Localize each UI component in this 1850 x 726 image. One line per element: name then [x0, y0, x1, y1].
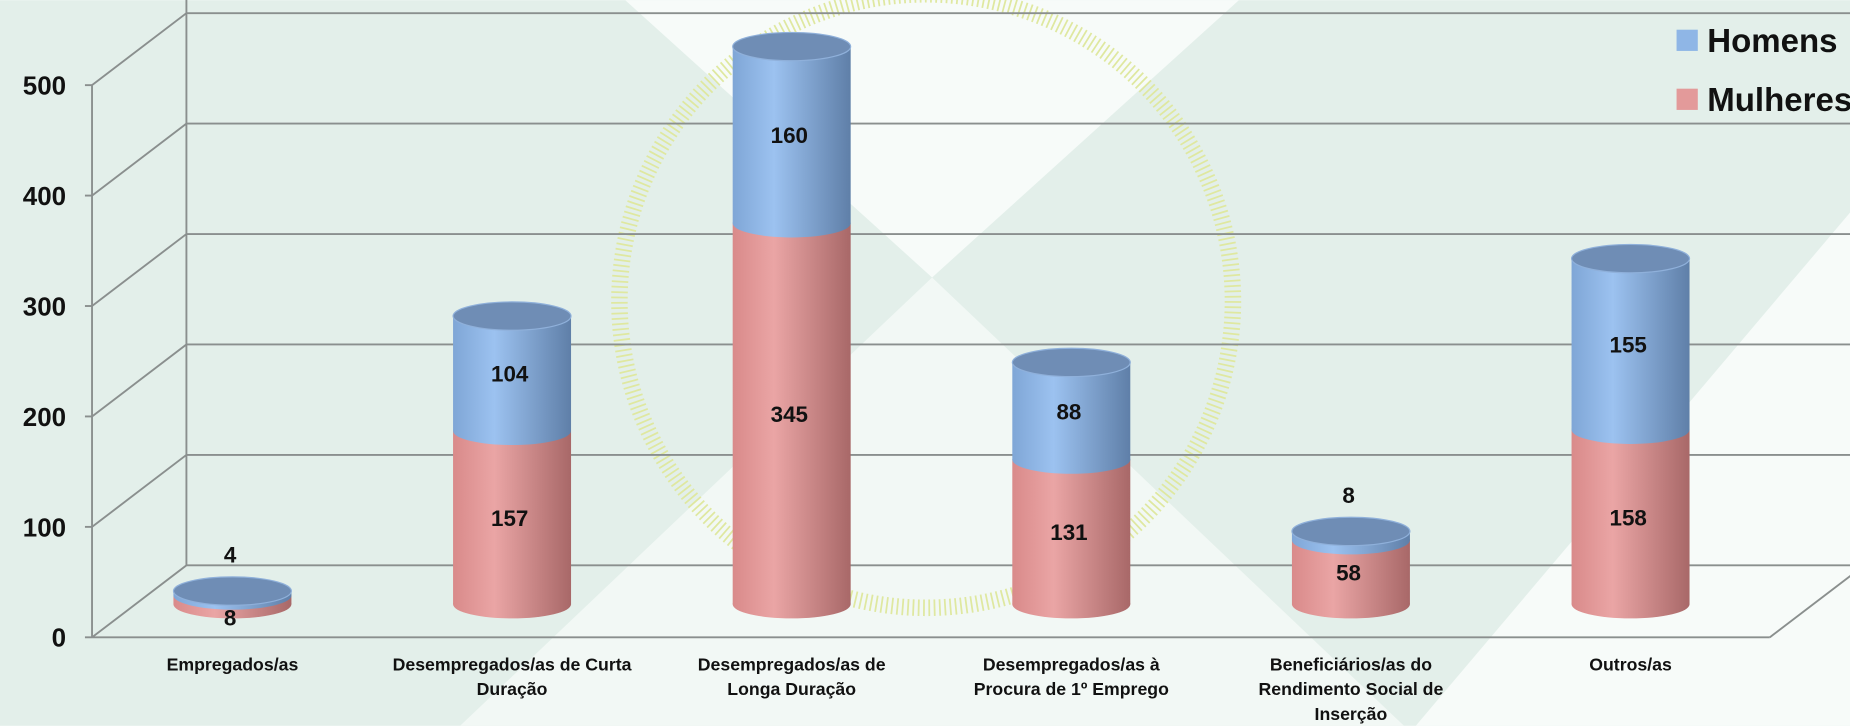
bar-body: [732, 223, 851, 605]
bar-top: [1011, 347, 1131, 378]
legend-swatch: [1676, 29, 1698, 51]
data-label: 131: [1050, 520, 1087, 545]
bar-bottom: [1291, 590, 1410, 619]
grid-line: [91, 12, 1850, 86]
grid-line: [91, 122, 1850, 197]
bar: [1571, 429, 1690, 619]
data-label: 157: [491, 506, 528, 531]
data-label: 88: [1056, 399, 1081, 424]
bar-top: [172, 576, 293, 606]
bar: [1291, 516, 1411, 555]
grid-line: [91, 453, 1850, 528]
bar-body: [1012, 459, 1131, 605]
bar-bottom: [1571, 590, 1690, 619]
bar: [732, 223, 851, 619]
bar-body: [1571, 258, 1690, 430]
legend-label: Homens: [1707, 22, 1837, 59]
bar-bottom: [453, 416, 572, 446]
watermark: [611, 0, 1242, 616]
y-tick-label: 300: [23, 293, 66, 321]
bar-top: [1570, 243, 1691, 274]
data-label: 4: [224, 543, 237, 568]
x-tick-label: Empregados/as: [167, 654, 299, 674]
data-label: 160: [771, 123, 808, 148]
y-tick-label: 500: [23, 73, 66, 101]
data-label: 8: [224, 606, 236, 631]
data-label: 158: [1609, 505, 1646, 530]
y-tick-label: 0: [52, 625, 66, 653]
x-tick-label: Beneficiários/as do Rendimento Social de I…: [1259, 654, 1444, 724]
bar-top: [1291, 516, 1411, 547]
y-tick-label: 100: [23, 514, 66, 542]
x-tick-label: Desempregados/as à Procura de 1º Emprego: [974, 654, 1169, 699]
data-label: 155: [1609, 332, 1646, 357]
bar: [452, 301, 572, 446]
data-label: 8: [1342, 483, 1354, 508]
data-label: 345: [771, 402, 808, 427]
legend-label: Mulheres: [1707, 81, 1850, 118]
bar-body: [732, 46, 851, 224]
data-label: 104: [491, 362, 529, 387]
bar: [1012, 459, 1131, 619]
bar: [1291, 540, 1410, 619]
bar: [453, 430, 572, 619]
bar: [172, 576, 293, 610]
x-tick-label: Desempregados/as de Curta Duração: [393, 654, 632, 699]
legend-swatch: [1676, 88, 1698, 110]
bar: [732, 31, 852, 238]
bar-top: [452, 301, 572, 331]
bar-bottom: [1571, 415, 1690, 444]
bar-bottom: [1012, 445, 1131, 474]
bar-bottom: [1012, 590, 1131, 619]
bar-bottom: [453, 590, 572, 619]
x-tick-label: Outros/as: [1589, 654, 1672, 674]
bar: [1011, 347, 1131, 474]
y-tick-label: 200: [23, 404, 66, 432]
bar-body: [453, 316, 572, 431]
bar-bottom: [732, 590, 851, 619]
bar-body: [1012, 362, 1131, 460]
grid-line: [91, 233, 1850, 307]
bar-top: [732, 31, 852, 62]
x-tick-label: Desempregados/as de Longa Duração: [698, 654, 886, 699]
bar: [1570, 243, 1691, 444]
grid-line: [91, 343, 1850, 418]
background-shape: [460, 277, 1405, 726]
floor-edge: [1769, 574, 1850, 639]
bar-bottom: [732, 209, 851, 238]
bar-body: [453, 430, 572, 605]
bar-body: [1571, 429, 1690, 605]
data-label: 58: [1336, 561, 1361, 586]
y-tick-label: 400: [23, 183, 66, 211]
